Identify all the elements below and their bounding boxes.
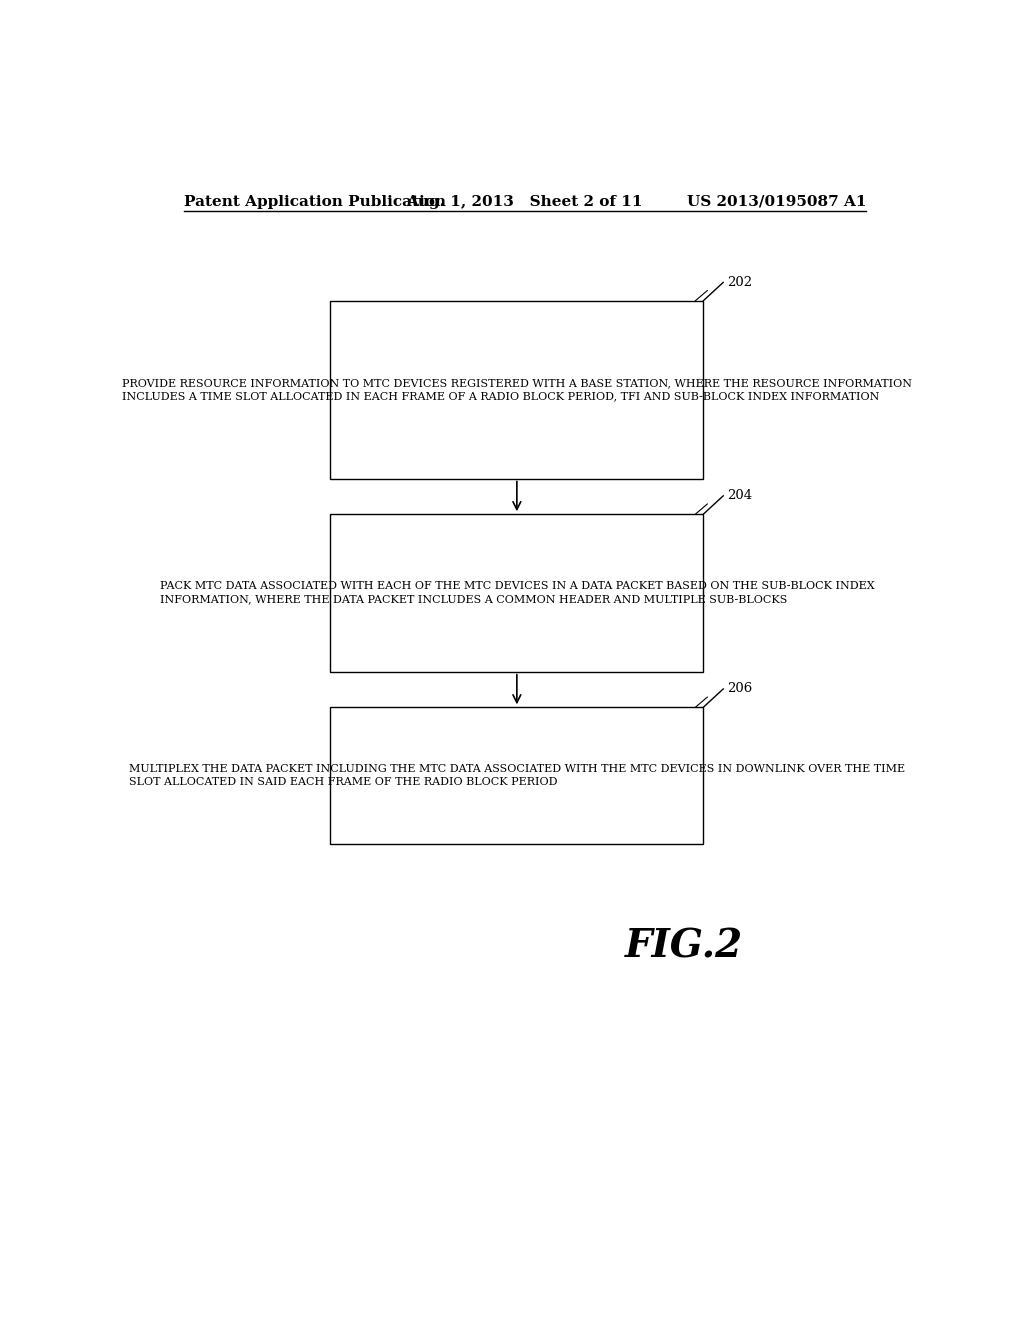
Text: US 2013/0195087 A1: US 2013/0195087 A1 (686, 195, 866, 209)
Text: 202: 202 (727, 276, 753, 289)
Text: Aug. 1, 2013   Sheet 2 of 11: Aug. 1, 2013 Sheet 2 of 11 (407, 195, 643, 209)
Text: 204: 204 (727, 490, 753, 503)
Text: 206: 206 (727, 682, 753, 696)
Text: PROVIDE RESOURCE INFORMATION TO MTC DEVICES REGISTERED WITH A BASE STATION, WHER: PROVIDE RESOURCE INFORMATION TO MTC DEVI… (122, 378, 911, 401)
Text: MULTIPLEX THE DATA PACKET INCLUDING THE MTC DATA ASSOCIATED WITH THE MTC DEVICES: MULTIPLEX THE DATA PACKET INCLUDING THE … (129, 764, 905, 788)
Text: Patent Application Publication: Patent Application Publication (183, 195, 445, 209)
Text: FIG.2: FIG.2 (625, 927, 742, 965)
Bar (331, 301, 703, 479)
Bar (331, 513, 703, 672)
Text: PACK MTC DATA ASSOCIATED WITH EACH OF THE MTC DEVICES IN A DATA PACKET BASED ON : PACK MTC DATA ASSOCIATED WITH EACH OF TH… (160, 581, 874, 605)
Bar (331, 708, 703, 845)
